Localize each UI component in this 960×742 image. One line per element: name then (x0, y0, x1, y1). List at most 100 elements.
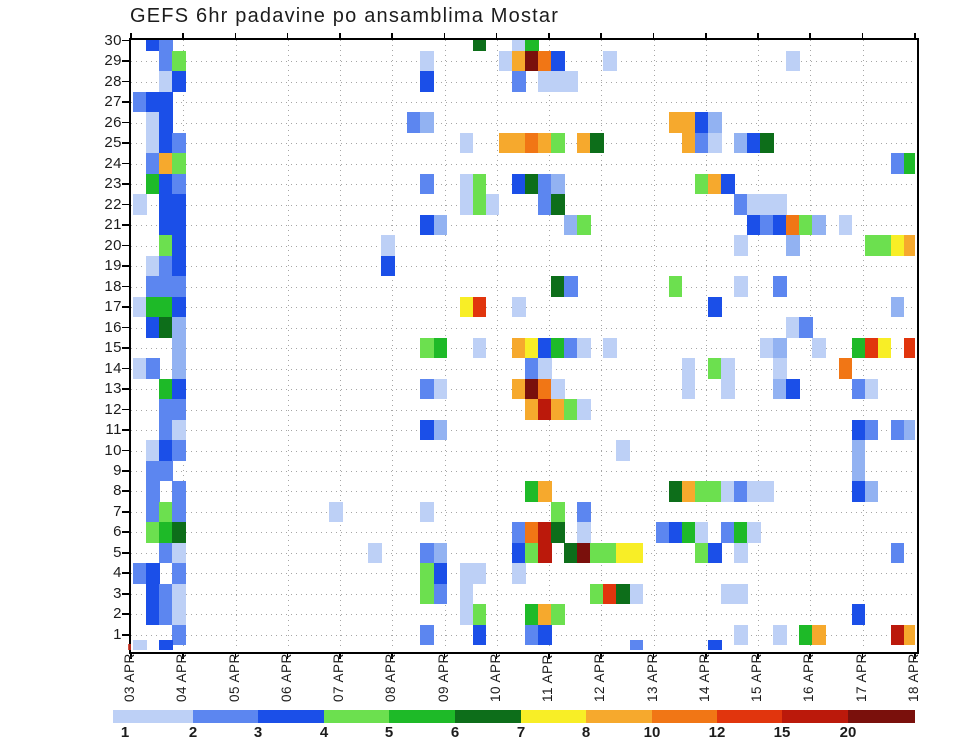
heatmap-cell (551, 337, 565, 359)
heatmap-cell (524, 50, 539, 72)
y-axis-tick (122, 183, 130, 185)
heatmap-cell (760, 481, 774, 502)
heatmap-cell (616, 583, 631, 605)
gridline-member (131, 430, 915, 431)
gridline-member (131, 266, 915, 268)
x-axis-top-tick (704, 33, 707, 38)
x-axis-date-label: 15 APR (749, 653, 765, 702)
gridline-member (131, 327, 915, 329)
y-axis-label: 13 (104, 380, 122, 398)
heatmap-cell (420, 214, 435, 236)
heatmap-cell (146, 276, 160, 297)
y-axis-label: 1 (113, 625, 122, 643)
y-axis-label: 16 (104, 318, 122, 336)
heatmap-cell (172, 296, 186, 318)
x-axis-tick (652, 652, 655, 659)
gridline-day (810, 40, 812, 650)
heatmap-cell (760, 337, 774, 359)
y-axis-tick (122, 429, 130, 431)
y-axis-label: 2 (113, 605, 122, 623)
y-axis-label: 12 (104, 400, 122, 418)
heatmap-cell (577, 214, 591, 236)
heatmap-cell (890, 153, 905, 174)
heatmap-cell (694, 481, 709, 502)
heatmap-cell (433, 563, 448, 584)
heatmap-cell (773, 624, 787, 646)
heatmap-cell (159, 40, 173, 51)
heatmap-cell (538, 481, 552, 502)
colorbar-label: 15 (773, 724, 791, 741)
heatmap-cell (707, 173, 722, 195)
heatmap-cell (773, 337, 787, 359)
y-axis-label: 17 (104, 298, 122, 316)
y-axis-label: 23 (104, 175, 122, 193)
heatmap-cell (172, 583, 186, 605)
heatmap-cell (538, 624, 552, 646)
colorbar-label: 10 (643, 724, 661, 741)
heatmap-cell (511, 50, 526, 72)
y-axis-tick (122, 39, 130, 42)
heatmap-cell (864, 235, 879, 256)
x-axis-date-label: 07 APR (331, 653, 347, 702)
x-axis-top-tick (861, 33, 864, 38)
heatmap-cell (172, 337, 186, 359)
y-axis-label: 7 (113, 502, 122, 520)
colorbar-label: 20 (839, 724, 857, 741)
heatmap-cell (420, 173, 435, 195)
heatmap-cell (681, 481, 696, 502)
gridline-member (131, 225, 915, 227)
heatmap-cell (890, 624, 905, 646)
y-axis-tick (122, 326, 130, 329)
heatmap-cell (172, 317, 186, 338)
heatmap-cell (524, 604, 539, 625)
heatmap-cell (538, 604, 552, 625)
heatmap-cell (524, 399, 539, 420)
x-axis-top-tick (914, 33, 916, 38)
y-axis-label: 10 (104, 441, 122, 459)
y-axis-tick (122, 60, 130, 62)
x-axis-tick (495, 652, 498, 659)
heatmap-cell (159, 440, 173, 461)
x-axis-date-label: 03 APR (122, 653, 137, 702)
y-axis-label: 29 (104, 52, 122, 70)
heatmap-cell (172, 214, 186, 236)
heatmap-cell (524, 358, 539, 379)
heatmap-cell (172, 235, 186, 256)
gridline-day (758, 40, 760, 650)
heatmap-cell (760, 214, 774, 236)
heatmap-cell (851, 604, 866, 625)
colorbar-label: 2 (188, 724, 198, 741)
y-axis-tick (122, 224, 130, 226)
heatmap-cell (812, 337, 827, 359)
chart-title: GEFS 6hr padavine po ansamblima Mostar (130, 5, 560, 27)
heatmap-cell (720, 378, 735, 400)
heatmap-cell (838, 358, 853, 379)
gridline-day (705, 40, 707, 650)
heatmap-cell (538, 542, 552, 564)
heatmap-cell (773, 194, 787, 215)
heatmap-cell (524, 40, 539, 51)
heatmap-cell (524, 132, 539, 154)
heatmap-cell (734, 235, 748, 256)
x-axis-top-tick (130, 33, 132, 38)
heatmap-cell (524, 522, 539, 543)
heatmap-cell (551, 132, 565, 154)
heatmap-cell (133, 640, 147, 650)
heatmap-cell (551, 522, 565, 543)
gridline-member (131, 409, 915, 411)
x-axis-tick (286, 652, 289, 659)
y-axis-label: 19 (104, 257, 122, 275)
y-axis-label: 20 (104, 236, 122, 254)
heatmap-cell (903, 153, 915, 174)
y-axis-tick (122, 551, 130, 554)
heatmap-cell (420, 378, 435, 400)
heatmap-cell (734, 542, 748, 564)
y-axis-label: 22 (104, 195, 122, 213)
heatmap-cell (590, 542, 604, 564)
y-axis-label: 6 (113, 523, 122, 541)
heatmap-cell (159, 214, 173, 236)
heatmap-cell (133, 563, 147, 584)
x-axis-date-label: 18 APR (906, 653, 921, 702)
heatmap-cell (707, 542, 722, 564)
heatmap-cell (172, 481, 186, 502)
